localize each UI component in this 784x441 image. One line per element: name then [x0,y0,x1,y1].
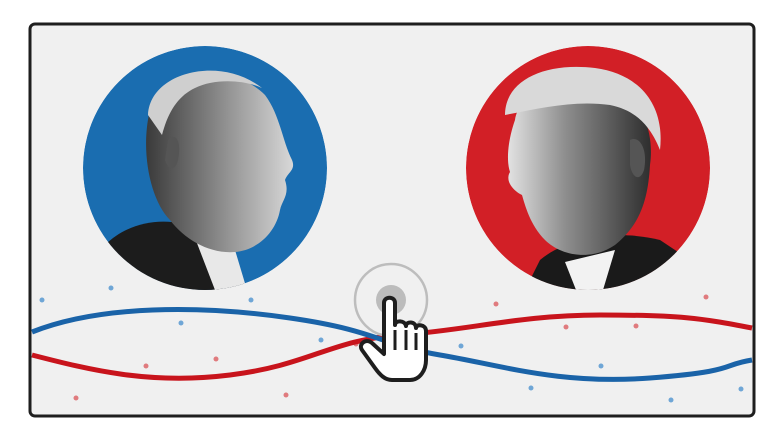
blue-line [31,307,753,382]
cursor [353,262,429,382]
dots [39,285,744,403]
